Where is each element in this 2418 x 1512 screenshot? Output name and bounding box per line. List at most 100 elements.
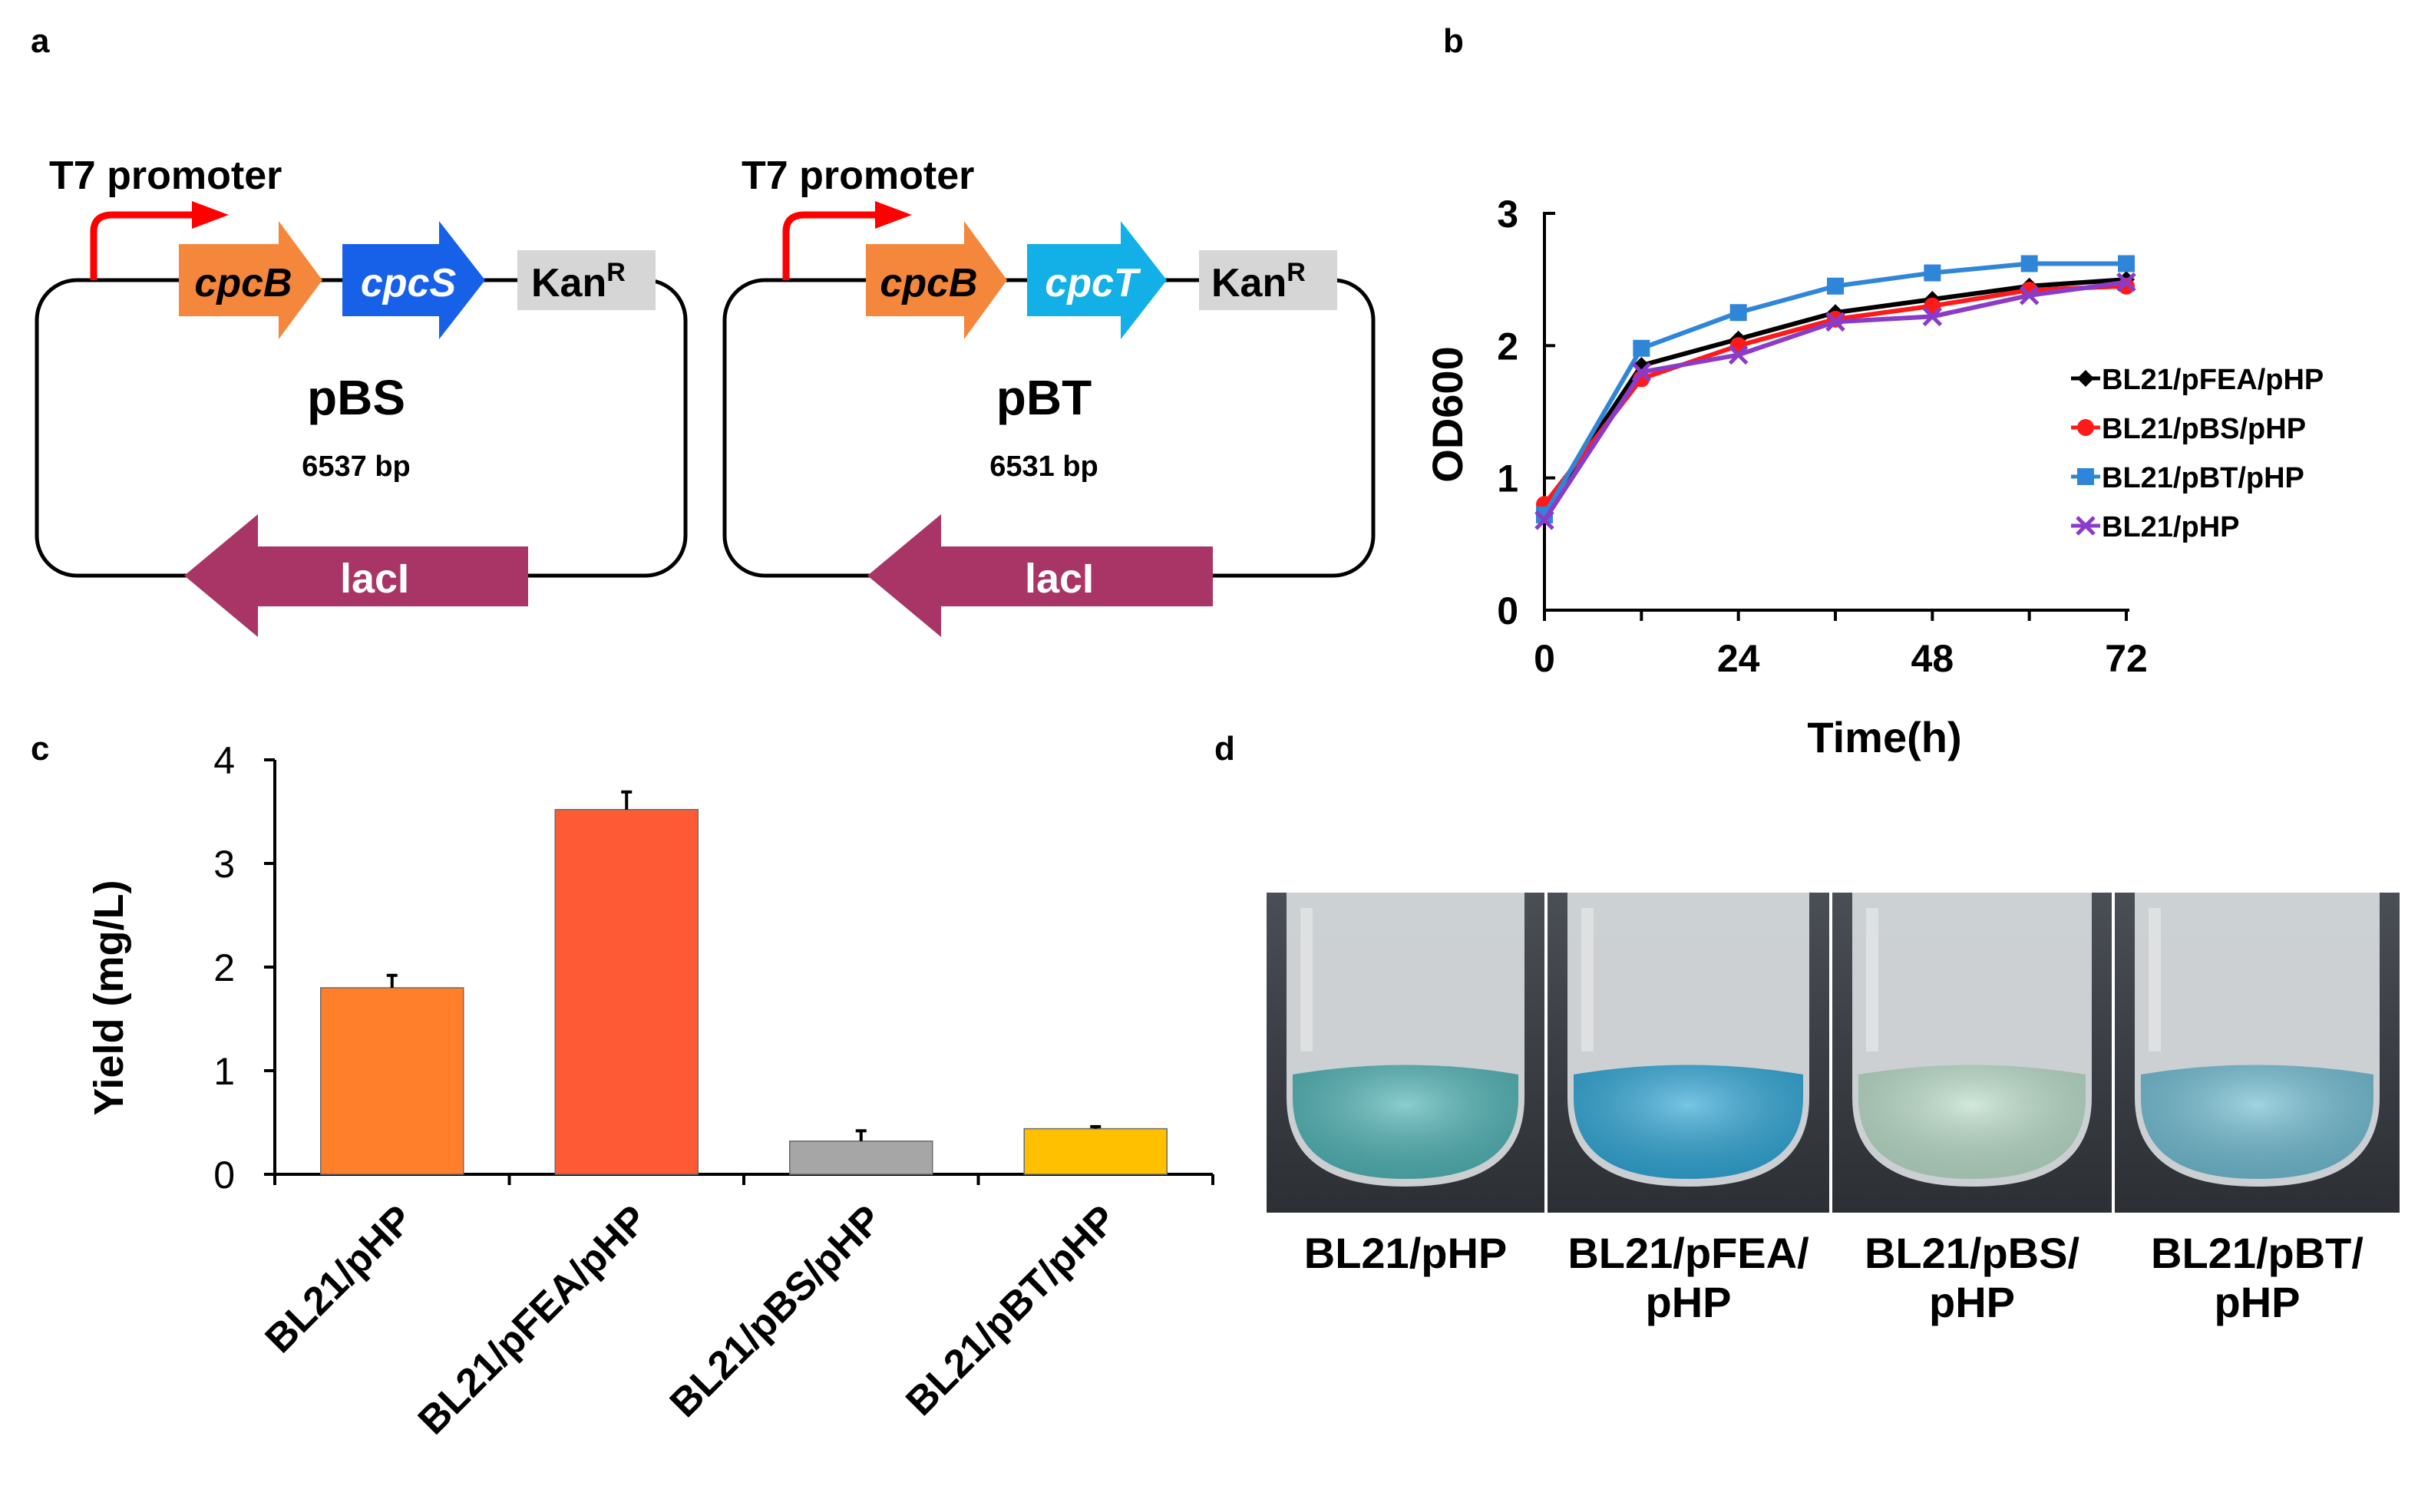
y-tick-label: 0 (213, 1154, 235, 1197)
data-point (1631, 362, 1652, 382)
legend-entry: BL21/pBT/pHP (2071, 462, 2304, 494)
kan-box (517, 250, 656, 310)
x-tick-label: 24 (1717, 637, 1760, 680)
data-point (1633, 339, 1650, 357)
x-marker-stroke (2116, 272, 2136, 292)
x-marker-stroke (1825, 312, 1845, 332)
promoter-arrow-icon (782, 211, 877, 280)
legend-entry: BL21/pFEA/pHP (2071, 364, 2324, 396)
tube-label-line1: BL21/pBS/ (1865, 1229, 2079, 1277)
plasmid-map-pbs: T7 promoter cpcB cpcS KanR pBS 6537 bp l… (35, 154, 688, 637)
promoter-arrowhead-icon (192, 201, 229, 229)
data-point (2116, 272, 2136, 292)
legend-label: BL21/pBS/pHP (2102, 413, 2306, 445)
tube-label-line2: pHP (1646, 1278, 1732, 1326)
x-marker-stroke (2019, 286, 2040, 305)
bar (554, 809, 699, 1175)
data-point (2019, 286, 2040, 305)
gene-label-cpcb: cpcB (194, 261, 292, 305)
legend-label: BL21/pFEA/pHP (2102, 364, 2324, 396)
tube-label-line2: pHP (2215, 1278, 2301, 1326)
category-label: BL21/pFEA/pHP (410, 1197, 656, 1443)
tube-photo (2115, 893, 2400, 1213)
data-point (2020, 255, 2038, 272)
data-point (1729, 304, 1747, 322)
gene-arrow-cpcb (866, 221, 1007, 339)
tube-photographs: BL21/pHP BL21/pFEA/pHPBL21/pBS/pHPBL21/pB… (1267, 893, 2400, 1326)
pellet-shading (1574, 1065, 1803, 1179)
plasmid-size: 6531 bp (989, 451, 1098, 483)
panel-label-c: c (31, 730, 49, 768)
laci-arrow (184, 514, 528, 637)
data-point (1534, 510, 1554, 530)
pellet-shading (1858, 1065, 2086, 1179)
y-tick-label: 2 (1497, 325, 1518, 368)
plasmid-map-pbt: T7 promoter cpcB cpcT KanR pBT 6531 bp l… (722, 154, 1376, 637)
y-axis-title: OD600 (1423, 346, 1472, 482)
plasmid-backbone (722, 278, 1376, 578)
category-label: BL21/pBT/pHP (897, 1197, 1125, 1424)
gene-label-cpcb: cpcB (880, 261, 977, 305)
glass-highlight (1300, 908, 1313, 1051)
data-point (1924, 264, 1941, 282)
glass-highlight (2149, 908, 2161, 1051)
y-tick-label: 4 (213, 739, 235, 782)
promoter-label: T7 promoter (742, 154, 974, 198)
y-tick-label: 3 (1497, 193, 1518, 236)
glass-highlight (1866, 908, 1878, 1051)
bar (320, 987, 464, 1175)
gene-arrow-cpcb (179, 221, 322, 339)
tube-photo (1267, 893, 1544, 1213)
tube-label-line2: pHP (1929, 1278, 2015, 1326)
data-point (1827, 277, 1844, 295)
x-marker-stroke (1534, 510, 1554, 530)
y-tick-label: 1 (213, 1050, 235, 1093)
gene-label-cpcs: cpcS (361, 261, 457, 305)
promoter-label: T7 promoter (49, 154, 282, 198)
legend-marker (2077, 370, 2094, 387)
bar (1023, 1127, 1168, 1175)
y-tick-label: 3 (213, 843, 235, 886)
tube-photo (1832, 893, 2112, 1213)
y-tick-label: 0 (1497, 589, 1518, 632)
gene-arrow-cpct (1027, 221, 1167, 339)
laci-label: lacI (340, 556, 409, 602)
promoter-arrow-icon (90, 211, 193, 280)
data-point (1922, 306, 1943, 327)
kan-label: KanR (531, 258, 626, 305)
plasmid-name: pBT (996, 370, 1092, 425)
data-point (1728, 345, 1749, 365)
gene-arrow-cpcs (342, 221, 485, 339)
pellet-shading (1293, 1065, 1518, 1179)
tube-label-line1: BL21/pFEA/ (1567, 1229, 1809, 1277)
x-marker-stroke (1728, 345, 1749, 365)
category-label: BL21/pBS/pHP (662, 1197, 890, 1425)
legend-marker (2076, 516, 2096, 536)
panel-label-b: b (1443, 22, 1464, 60)
gene-label-cpct: cpcT (1045, 261, 1141, 305)
plasmid-name: pBS (307, 370, 405, 425)
y-tick-label: 1 (1497, 457, 1518, 500)
legend-label: BL21/pBT/pHP (2102, 462, 2304, 494)
panel-label-a: a (31, 22, 50, 60)
laci-label: lacI (1025, 556, 1094, 602)
x-tick-label: 0 (1534, 637, 1555, 680)
tube-label-line1: BL21/pBT/ (2151, 1229, 2363, 1277)
tube-photo (1548, 893, 1829, 1213)
panel-label-d: d (1214, 730, 1235, 768)
data-point (2118, 255, 2135, 272)
laci-arrow (867, 514, 1213, 637)
legend-entry: BL21/pHP (2071, 511, 2239, 543)
kan-label: KanR (1211, 258, 1306, 305)
bar (789, 1141, 933, 1175)
data-point (1825, 312, 1845, 332)
plasmid-backbone (35, 278, 688, 578)
pellet-shading (2141, 1065, 2373, 1179)
x-tick-label: 72 (2105, 637, 2148, 680)
growth-curve-chart: OD600 Time(h) 0 1 2 3 0 24 48 72 BL21/pFEA/pHP BL… (1423, 193, 2324, 761)
glass-highlight (1581, 908, 1594, 1051)
legend-entry: BL21/pBS/pHP (2071, 413, 2306, 445)
series-bl21-pbt-php (1536, 255, 2135, 523)
